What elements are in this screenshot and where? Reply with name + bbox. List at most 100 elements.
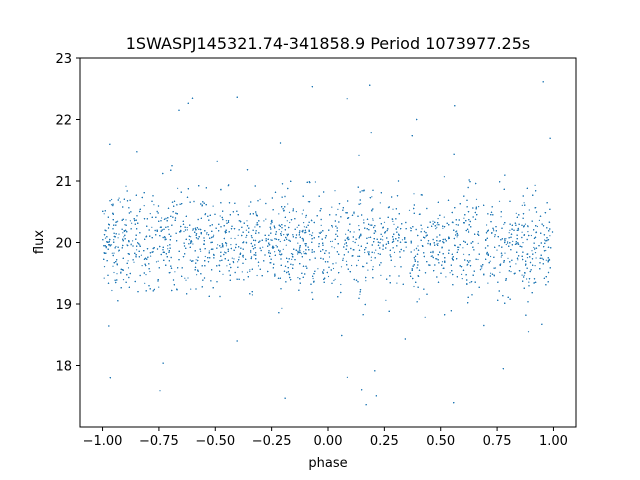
data-point: [549, 235, 551, 237]
data-point: [125, 185, 127, 187]
data-point: [297, 253, 299, 255]
data-point: [461, 278, 463, 280]
data-point: [408, 209, 411, 211]
data-point: [489, 260, 491, 262]
data-point: [275, 244, 277, 247]
data-point: [544, 239, 546, 241]
data-point: [490, 272, 492, 274]
data-point: [144, 282, 146, 284]
data-point: [530, 234, 533, 237]
data-point: [305, 216, 307, 218]
data-point: [283, 234, 285, 236]
data-point: [458, 246, 460, 248]
data-point: [255, 213, 257, 215]
data-point: [517, 259, 519, 261]
data-point: [237, 234, 239, 236]
data-point: [225, 245, 228, 247]
data-point: [145, 274, 147, 276]
data-point: [149, 213, 151, 215]
data-point: [320, 224, 322, 226]
data-point: [105, 247, 107, 249]
data-point: [467, 263, 469, 265]
data-point: [456, 230, 458, 232]
data-point: [370, 132, 372, 134]
data-point: [249, 270, 251, 272]
data-point: [103, 277, 105, 279]
data-point: [358, 154, 360, 156]
data-point: [436, 243, 438, 245]
data-point: [455, 224, 457, 226]
data-point: [255, 224, 257, 226]
data-point: [206, 233, 208, 235]
data-point: [379, 202, 381, 204]
data-point: [515, 263, 517, 265]
data-point: [463, 253, 465, 255]
data-point: [248, 205, 250, 207]
data-point: [432, 220, 434, 222]
data-point: [372, 266, 374, 268]
data-point: [345, 233, 347, 235]
data-point: [119, 201, 121, 203]
data-point: [461, 273, 463, 275]
data-point: [318, 232, 320, 234]
data-point: [291, 258, 293, 260]
data-point: [259, 198, 261, 200]
data-point: [113, 252, 115, 254]
data-point: [155, 261, 158, 263]
data-point: [153, 204, 155, 206]
data-point: [330, 240, 332, 243]
data-point: [151, 226, 153, 228]
data-point: [124, 224, 126, 226]
data-point: [230, 244, 232, 246]
data-point: [358, 225, 360, 227]
data-point: [286, 220, 288, 222]
data-point: [186, 226, 188, 229]
data-point: [279, 250, 281, 252]
data-point: [220, 246, 222, 249]
data-point: [368, 251, 370, 253]
data-point: [401, 239, 404, 241]
data-point: [143, 205, 145, 207]
data-point: [113, 239, 115, 241]
data-point: [436, 224, 438, 226]
data-point: [332, 267, 335, 270]
data-point: [351, 264, 353, 267]
data-point: [477, 242, 479, 244]
data-point: [377, 253, 379, 255]
data-point: [111, 289, 113, 292]
data-point: [288, 211, 291, 213]
data-point: [334, 278, 336, 280]
data-point: [161, 217, 163, 219]
data-point: [381, 235, 384, 237]
data-point: [493, 230, 495, 232]
data-point: [369, 224, 371, 226]
data-point: [438, 240, 440, 242]
data-point: [256, 274, 258, 277]
data-point: [503, 223, 505, 225]
data-point: [373, 252, 375, 254]
data-point: [340, 266, 343, 268]
data-point: [475, 198, 478, 200]
data-point: [230, 237, 232, 239]
data-point: [190, 236, 192, 238]
data-point: [149, 270, 151, 273]
data-point: [535, 257, 537, 259]
data-point: [281, 307, 283, 309]
data-point: [335, 262, 337, 264]
data-point: [383, 221, 386, 223]
data-point: [507, 257, 509, 259]
data-point: [328, 256, 331, 258]
data-point: [385, 299, 387, 301]
data-point: [481, 265, 483, 267]
data-point: [233, 262, 235, 264]
data-point: [246, 271, 249, 273]
data-point: [257, 265, 260, 267]
data-point: [282, 248, 284, 250]
data-point: [413, 249, 415, 251]
data-point: [359, 293, 361, 295]
data-point: [234, 237, 236, 240]
data-point: [206, 232, 208, 234]
data-point: [251, 294, 253, 296]
data-point: [360, 203, 362, 205]
data-point: [507, 241, 509, 243]
